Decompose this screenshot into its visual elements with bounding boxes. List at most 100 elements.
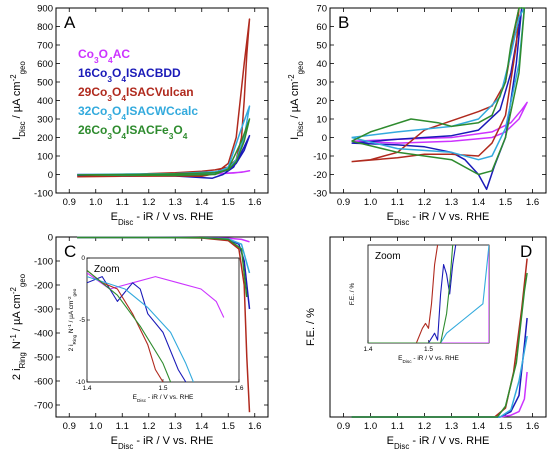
x-tick-label: 0.9: [63, 197, 76, 208]
y-tick-label: -20: [313, 170, 327, 181]
y-tick-label: 50: [316, 40, 327, 51]
legend-entry-BDD: 16Co3O4ISACBDD: [78, 66, 181, 84]
inset-x-tick-label: 1.5: [158, 385, 167, 392]
y-tick-label: -500: [34, 352, 53, 363]
x-tick-label: 1.6: [248, 197, 261, 208]
x-tick-label: 1.0: [89, 197, 102, 208]
y-tick-label: 10: [316, 114, 327, 125]
panel-B: 0.9 1.0 1.1 1.2 1.3 1.4 1.5 1.6 -30 -20 -10 0 10 20 30…: [287, 3, 547, 227]
inset-x-axis-label: EDisc - iR / V vs. RHE: [398, 355, 459, 364]
x-tick-label: 1.5: [222, 197, 235, 208]
y-tick-label: 500: [37, 77, 53, 88]
x-axis-label: EDisc - iR / V vs. RHE: [111, 211, 214, 227]
x-tick-label: 1.3: [169, 421, 182, 432]
inset-y-tick-label: 0: [81, 255, 85, 262]
inset-zoom: 1.4 1.5 Zoom EDisc - iR / V vs. RHE F.E. / %: [349, 244, 490, 364]
y-tick-label: -300: [34, 304, 53, 315]
legend-entry-Vulcan: 29Co3O4ISACVulcan: [78, 85, 194, 103]
inset-y-tick-label: -10: [76, 379, 86, 386]
x-axis-label: EDisc - iR / V vs. RHE: [111, 435, 214, 451]
panel-label: A: [64, 13, 76, 32]
x-tick-label: 1.3: [445, 197, 458, 208]
y-tick-label: 20: [316, 96, 327, 107]
y-tick-label: 70: [316, 3, 327, 14]
inset-y-axis-label: F.E. / %: [349, 283, 356, 306]
x-tick-label: 1.2: [142, 197, 155, 208]
inset-series-line-WCcalc: [368, 245, 489, 343]
x-tick-label: 1.2: [418, 197, 431, 208]
x-tick-label: 1.2: [142, 421, 155, 432]
x-tick-label: 1.3: [445, 421, 458, 432]
y-tick-label: 60: [316, 22, 327, 33]
x-tick-label: 1.0: [89, 421, 102, 432]
series-line-Fe: [77, 118, 251, 177]
y-axis-label: IDisc / µA cm-2geo: [9, 61, 27, 140]
x-tick-label: 1.4: [472, 421, 485, 432]
panel-label: C: [64, 242, 76, 261]
series-group: [351, 258, 528, 418]
inset-series-line-WCcalc: [87, 276, 194, 382]
inset-series-line-Fe: [87, 269, 172, 382]
x-tick-label: 1.1: [391, 197, 404, 208]
legend-entry-WCcalc: 32Co3O4ISACWCcalc: [78, 104, 198, 122]
y-axis-label: 2 iRing N-1 / µA cm-2geo: [9, 273, 27, 380]
x-tick-label: 1.2: [418, 421, 431, 432]
y-tick-label: -10: [313, 151, 327, 162]
x-tick-label: 1.6: [248, 421, 261, 432]
panel-label: D: [520, 242, 532, 261]
inset-x-tick-label: 1.4: [82, 385, 91, 392]
panel-C: 0.9 1.0 1.1 1.2 1.3 1.4 1.5 1.60-100-200-300-40…: [9, 232, 269, 451]
y-tick-label: 400: [37, 96, 53, 107]
x-tick-label: 0.9: [337, 197, 350, 208]
legend-entry-Fe: 26Co3O4ISACFe3O4: [78, 123, 188, 141]
panel-A: 0.9 1.0 1.1 1.2 1.3 1.4 1.5 1.6 -100 0 100 200 300 40…: [9, 3, 269, 227]
x-tick-label: 0.9: [63, 421, 76, 432]
inset-series-line-Fe: [368, 245, 454, 343]
series-line-BDD: [77, 134, 251, 179]
inset-title: Zoom: [375, 251, 401, 262]
inset-x-tick-label: 1.6: [234, 385, 243, 392]
x-tick-label: 1.3: [169, 197, 182, 208]
y-tick-label: -400: [34, 328, 53, 339]
series-line-Fe: [77, 236, 248, 298]
y-axis-label: F.E. / %: [305, 308, 317, 346]
y-tick-label: -100: [34, 256, 53, 267]
y-tick-label: 600: [37, 59, 53, 70]
y-tick-label: 0: [48, 170, 53, 181]
y-axis-label: IDisc / µA cm-2geo: [287, 61, 305, 140]
inset-x-axis-label: EDisc - iR / V vs. RHE: [133, 394, 194, 403]
inset-series-group: [368, 245, 489, 343]
series-line-Fe: [351, 272, 528, 418]
series-line-AC: [351, 101, 528, 144]
y-tick-label: 200: [37, 133, 53, 144]
x-tick-label: 1.1: [116, 421, 129, 432]
panel-D: 0.9 1.0 1.1 1.2 1.3 1.4 1.5 1.6 EDisc - iR / V v…: [305, 236, 547, 451]
inset-series-line-Vulcan: [368, 245, 439, 343]
series-group: [351, 7, 528, 191]
x-tick-label: 1.0: [364, 421, 377, 432]
y-tick-label: 300: [37, 114, 53, 125]
y-tick-label: 0: [48, 232, 53, 243]
inset-x-tick-label: 1.4: [363, 346, 372, 353]
y-tick-label: -700: [34, 400, 53, 411]
inset-zoom: 1.4 1.5 1.6 0 -5 -10 Zoom EDisc - iR / V vs. RH…: [67, 255, 244, 402]
x-axis-label: EDisc - iR / V vs. RHE: [387, 211, 490, 227]
x-tick-label: 1.1: [391, 421, 404, 432]
series-group: [77, 18, 251, 179]
y-tick-label: 700: [37, 40, 53, 51]
x-tick-label: 0.9: [337, 421, 350, 432]
y-tick-label: 30: [316, 77, 327, 88]
inset-series-group: [87, 269, 225, 382]
y-tick-label: 900: [37, 3, 53, 14]
x-axis-label: EDisc - iR / V vs. RHE: [387, 435, 490, 451]
x-tick-label: 1.4: [472, 197, 485, 208]
inset-title: Zoom: [94, 264, 120, 275]
x-tick-label: 1.4: [195, 197, 208, 208]
legend-entry-AC: Co3O4AC: [78, 47, 130, 65]
plot-frame: [55, 7, 269, 194]
y-tick-label: -600: [34, 376, 53, 387]
inset-y-tick-label: -5: [79, 317, 85, 324]
x-tick-label: 1.6: [526, 197, 539, 208]
y-tick-label: -200: [34, 280, 53, 291]
